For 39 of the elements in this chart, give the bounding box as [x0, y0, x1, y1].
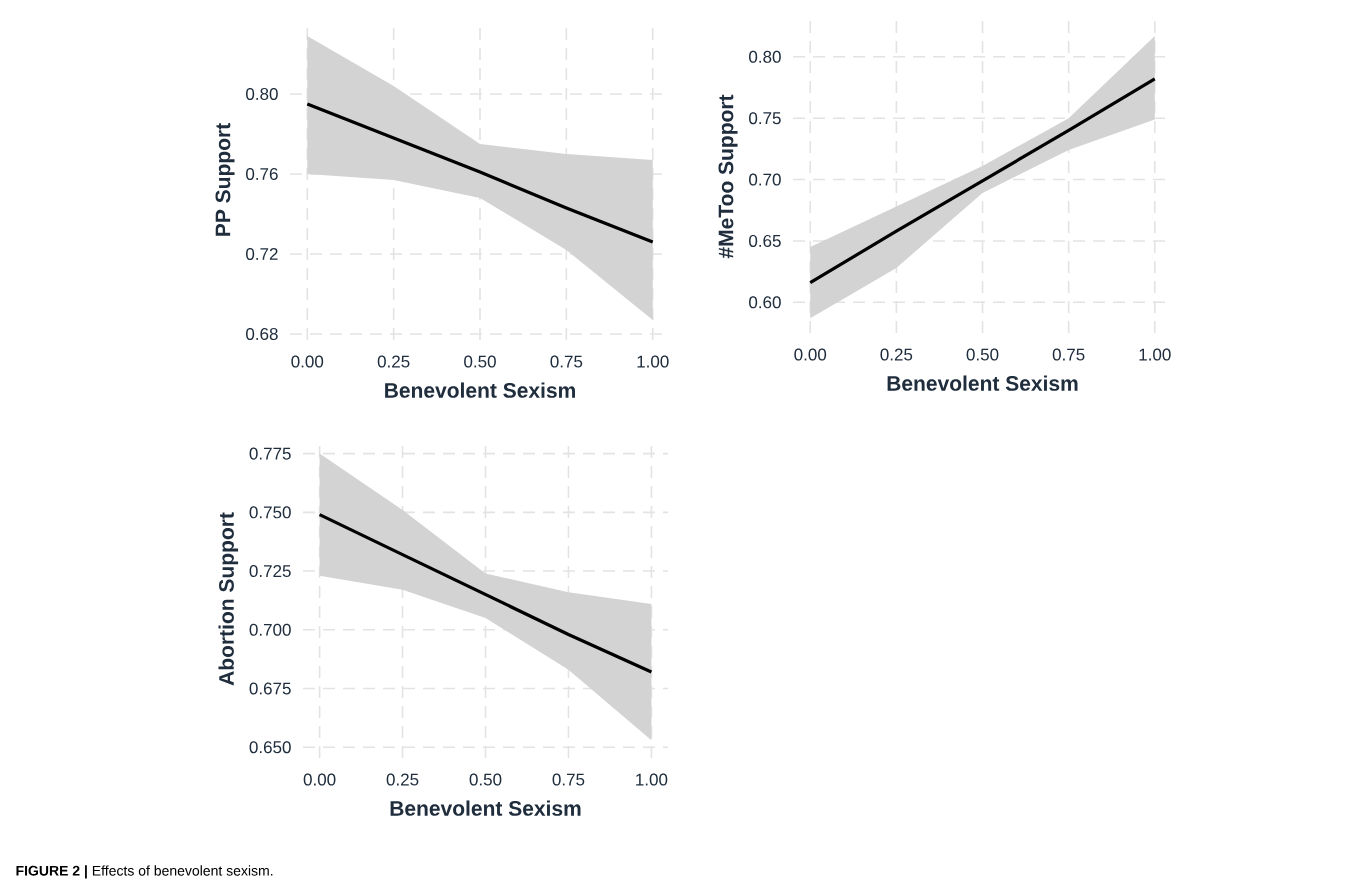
x-tick-label: 0.00 [303, 773, 336, 786]
x-tick-label: 0.25 [880, 348, 913, 361]
y-axis-title: PP Support [215, 123, 235, 236]
y-tick-label: 0.725 [249, 565, 291, 578]
x-tick-label: 0.50 [464, 355, 496, 368]
y-tick-label: 0.80 [246, 87, 278, 101]
x-tick-label: 0.50 [469, 773, 502, 786]
x-tick-label: 0.00 [291, 355, 324, 368]
line-series [305, 102, 655, 244]
y-axis-title: #MeToo Support [718, 94, 738, 259]
y-tick-label: 0.72 [246, 247, 278, 261]
y-tick-label: 0.70 [749, 173, 781, 186]
x-tick-label: 0.75 [550, 355, 583, 368]
y-tick-label: 0.750 [249, 506, 291, 519]
x-tick-label: 0.25 [386, 773, 419, 786]
x-tick-label: 1.00 [637, 355, 669, 368]
x-tick-label: 0.25 [377, 355, 410, 368]
x-tick-label: 1.00 [1139, 348, 1171, 361]
y-tick-label: 0.76 [246, 167, 278, 181]
x-tick-label: 0.75 [552, 773, 585, 786]
text: FIGURE 2 | Effects of benevolent sexism. [16, 865, 273, 879]
x-axis-title: Benevolent Sexism [887, 375, 1078, 391]
y-axis-title: Abortion Support [218, 512, 239, 686]
y-tick-label: 0.775 [249, 447, 291, 460]
x-tick-label: 0.75 [1052, 348, 1085, 361]
y-tick-label: 0.60 [749, 296, 781, 309]
line-series [808, 77, 1157, 285]
y-tick-label: 0.65 [749, 234, 781, 247]
y-tick-label: 0.650 [249, 741, 291, 754]
x-tick-label: 1.00 [636, 773, 668, 786]
y-tick-label: 0.675 [249, 682, 291, 695]
y-tick-label: 0.80 [749, 50, 781, 63]
y-tick-label: 0.700 [249, 623, 291, 636]
x-tick-label: 0.00 [794, 348, 827, 361]
x-tick-label: 0.50 [966, 348, 999, 361]
y-tick-label: 0.75 [749, 112, 781, 125]
x-axis-title: Benevolent Sexism [385, 382, 575, 398]
y-tick-label: 0.68 [246, 327, 278, 341]
x-axis-title: Benevolent Sexism [390, 800, 581, 816]
